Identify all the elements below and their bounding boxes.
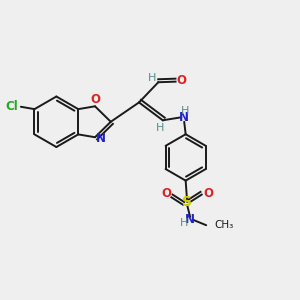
Text: H: H — [181, 106, 189, 116]
Text: S: S — [182, 195, 192, 209]
Text: N: N — [185, 213, 195, 226]
Text: N: N — [179, 111, 189, 124]
Text: H: H — [179, 218, 188, 228]
Text: H: H — [156, 123, 164, 133]
Text: O: O — [203, 187, 213, 200]
Text: CH₃: CH₃ — [214, 220, 234, 230]
Text: H: H — [148, 73, 156, 83]
Text: O: O — [161, 187, 171, 200]
Text: O: O — [90, 93, 100, 106]
Text: Cl: Cl — [5, 100, 18, 113]
Text: N: N — [96, 132, 106, 145]
Text: O: O — [176, 74, 186, 87]
